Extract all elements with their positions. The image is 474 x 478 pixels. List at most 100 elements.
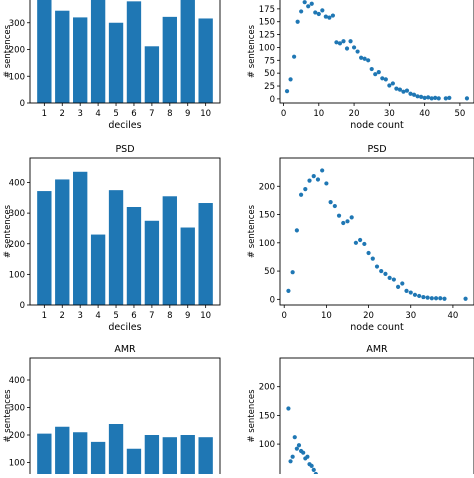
data-point xyxy=(290,454,295,459)
data-point xyxy=(400,281,405,286)
x-tick-label: 1 xyxy=(42,311,47,321)
chart-title: AMR xyxy=(114,344,136,355)
x-tick-label: 2 xyxy=(60,311,65,321)
data-point xyxy=(306,4,311,9)
x-tick-label: 7 xyxy=(149,109,154,119)
bar-4 xyxy=(90,441,106,478)
x-tick-label: 3 xyxy=(77,109,82,119)
data-point xyxy=(292,54,297,59)
x-tick-label: 4 xyxy=(95,109,100,119)
data-point xyxy=(309,1,314,6)
data-point xyxy=(411,92,417,97)
data-point xyxy=(443,96,448,101)
chart-6: 100 150 200 AMR # sentences xyxy=(247,344,474,478)
y-tick-label: 400 xyxy=(9,179,25,189)
data-point xyxy=(395,284,401,290)
data-point xyxy=(464,96,470,101)
x-tick-label: 50 xyxy=(454,109,465,119)
x-tick-label: 0 xyxy=(282,311,287,321)
x-tick-label: 9 xyxy=(185,109,190,119)
data-point xyxy=(374,264,380,269)
data-point xyxy=(429,296,434,301)
bar-7 xyxy=(144,220,160,305)
y-tick-label: 100 xyxy=(9,270,25,280)
chart-title: AMR xyxy=(366,344,388,355)
x-tick-label: 6 xyxy=(131,109,136,119)
x-tick-label: 20 xyxy=(349,109,360,119)
y-tick-label: 0 xyxy=(270,95,275,105)
axes-frame xyxy=(29,357,221,478)
data-point xyxy=(380,76,385,81)
x-tick-label: 3 xyxy=(77,311,82,321)
data-point xyxy=(358,237,363,243)
data-point xyxy=(412,292,418,297)
data-point xyxy=(323,14,328,19)
data-point xyxy=(426,95,431,100)
data-point xyxy=(370,256,375,261)
bar-9 xyxy=(180,227,195,305)
x-tick-label: 5 xyxy=(113,109,118,119)
y-tick-label: 100 xyxy=(9,72,25,82)
data-point xyxy=(294,228,299,233)
chart-4: 0 10 20 30 40 0 50 100 150 200 PSD node count # sent… xyxy=(247,144,474,333)
y-tick-label: 0 xyxy=(270,295,275,305)
data-point xyxy=(383,271,388,276)
bar-10 xyxy=(198,437,213,478)
x-tick-label: 6 xyxy=(131,311,136,321)
y-axis-label: # sentences xyxy=(247,204,257,258)
data-point xyxy=(315,177,321,182)
y-tick-label: 300 xyxy=(9,404,25,414)
bar-9 xyxy=(180,0,195,104)
data-point xyxy=(387,83,392,88)
data-point xyxy=(442,296,447,301)
y-tick-label: 200 xyxy=(9,431,25,441)
data-point xyxy=(336,213,342,218)
x-tick-label: 1 xyxy=(42,109,47,119)
axes-frame xyxy=(279,157,474,306)
data-point xyxy=(309,463,314,468)
bar-8 xyxy=(162,16,177,103)
y-tick-label: 125 xyxy=(259,31,275,41)
data-point xyxy=(316,11,321,17)
x-axis-label: deciles xyxy=(108,120,141,131)
data-point xyxy=(422,95,427,100)
data-point xyxy=(292,435,297,440)
y-tick-label: 100 xyxy=(259,440,275,450)
y-tick-label: 200 xyxy=(9,240,25,250)
data-point xyxy=(332,203,337,209)
data-point xyxy=(341,39,346,44)
data-point xyxy=(295,19,300,24)
data-point xyxy=(373,72,378,77)
bar-7 xyxy=(144,46,160,103)
data-point xyxy=(408,290,413,295)
axes-frame xyxy=(29,0,221,104)
data-point xyxy=(328,200,333,205)
data-point xyxy=(359,55,364,60)
data-point xyxy=(383,77,388,82)
axes-frame xyxy=(29,157,221,306)
data-point xyxy=(369,66,374,72)
bar-1 xyxy=(37,433,52,478)
data-point xyxy=(286,406,291,411)
data-point xyxy=(425,295,430,300)
data-point xyxy=(302,0,307,5)
y-tick-label: 75 xyxy=(264,56,275,66)
y-tick-label: 200 xyxy=(259,182,275,192)
y-tick-label: 200 xyxy=(9,46,25,56)
y-axis-label: # sentences xyxy=(3,24,13,78)
x-tick-label: 8 xyxy=(167,311,172,321)
data-point xyxy=(290,270,295,275)
bar-6 xyxy=(126,207,142,305)
data-point xyxy=(348,39,353,44)
x-axis-label: node count xyxy=(350,322,404,333)
bar-2 xyxy=(55,426,70,478)
data-point xyxy=(311,467,316,473)
data-point xyxy=(311,173,316,179)
y-tick-label: 150 xyxy=(259,411,275,421)
x-tick-label: 2 xyxy=(60,109,65,119)
y-tick-label: 100 xyxy=(259,43,275,53)
data-point xyxy=(362,241,367,247)
